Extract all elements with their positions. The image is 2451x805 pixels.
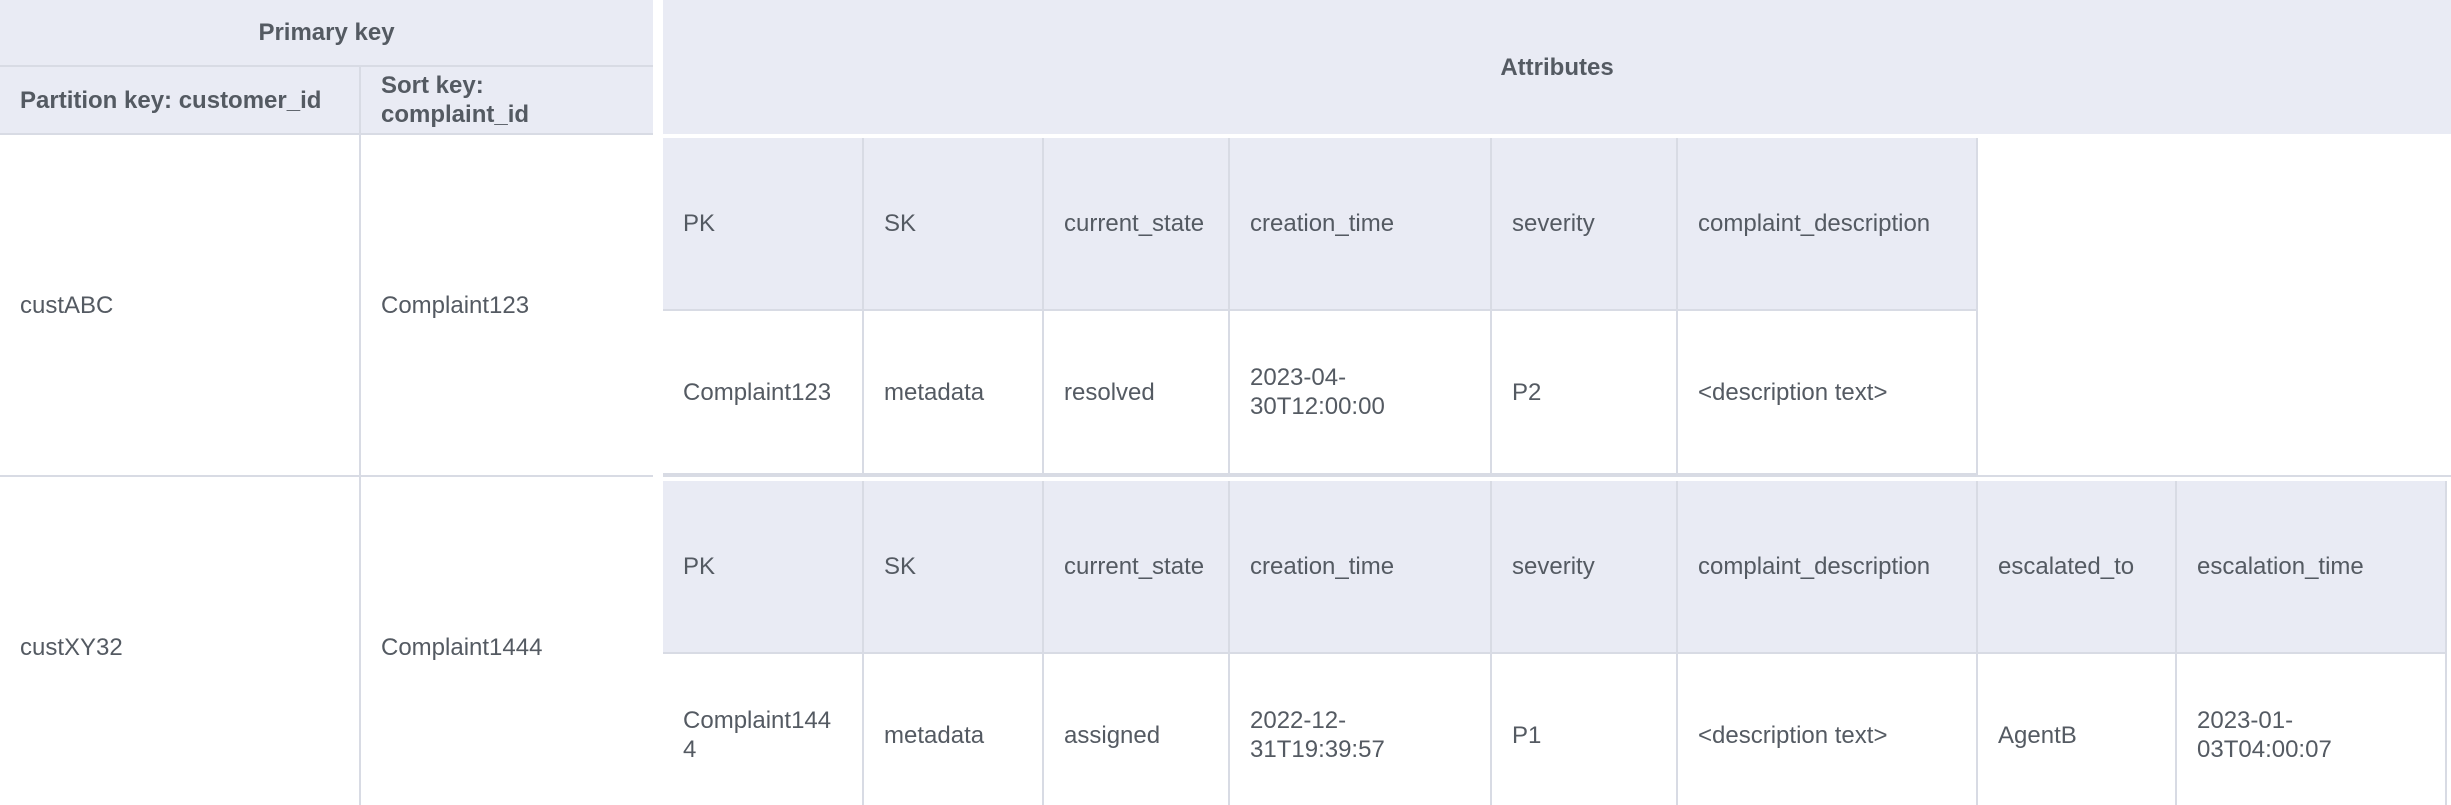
attribute-value-complaint_description: <description text> — [1676, 309, 1979, 475]
sort-key-value: Complaint1444 — [360, 475, 660, 805]
attribute-column-header-PK: PK — [663, 481, 865, 654]
attribute-column-header-escalated_to: escalated_to — [1976, 481, 2178, 654]
attribute-value-complaint_description: <description text> — [1676, 652, 1979, 805]
attribute-column-header-SK: SK — [862, 138, 1045, 311]
attribute-column-header-complaint_description: complaint_description — [1676, 138, 1979, 311]
attribute-value-severity: P2 — [1490, 309, 1679, 475]
attribute-value-SK: metadata — [862, 652, 1045, 805]
attribute-value-creation_time: 2023-04-30T12:00:00 — [1228, 309, 1493, 475]
attribute-value-PK: Complaint1444 — [663, 652, 865, 805]
item-attributes-table: PK SK current_state creation_time severity co… — [663, 481, 2448, 805]
attribute-value-PK: Complaint123 — [663, 309, 865, 475]
attribute-value-escalation_time: 2023-01-03T04:00:07 — [2175, 652, 2448, 805]
primary-key-group-header: Primary key — [0, 0, 659, 67]
item-row: custXY32 Complaint1444 PK SK current_state cr… — [0, 475, 2451, 805]
attribute-header-row: PK SK current_state creation_time severity co… — [663, 138, 1979, 311]
item-attributes-table: PK SK current_state creation_time severity co… — [663, 138, 1979, 475]
attribute-column-header-escalation_time: escalation_time — [2175, 481, 2448, 654]
attribute-value-escalated_to: AgentB — [1976, 652, 2178, 805]
attribute-column-header-severity: severity — [1490, 481, 1679, 654]
partition-key-value: custABC — [0, 133, 361, 476]
attribute-column-header-severity: severity — [1490, 138, 1679, 311]
attribute-value-creation_time: 2022-12-31T19:39:57 — [1228, 652, 1493, 805]
attribute-column-header-creation_time: creation_time — [1228, 138, 1493, 311]
attribute-header-row: PK SK current_state creation_time severity co… — [663, 481, 2448, 654]
attribute-column-header-current_state: current_state — [1042, 481, 1231, 654]
table-body: custABC Complaint123 PK SK current_state crea… — [0, 133, 2451, 805]
table-header: Primary key Attributes Partition key: cu… — [0, 0, 2451, 135]
attribute-value-row: Complaint1444 metadata assigned 2022-12-31T… — [663, 652, 2448, 805]
attribute-column-header-PK: PK — [663, 138, 865, 311]
attributes-group-header: Attributes — [653, 0, 2451, 134]
attributes-cell: PK SK current_state creation_time severity co… — [653, 134, 2451, 476]
attribute-value-current_state: assigned — [1042, 652, 1231, 805]
attribute-value-row: Complaint123 metadata resolved 2023-04-30T1… — [663, 309, 1979, 475]
attribute-value-severity: P1 — [1490, 652, 1679, 805]
attribute-value-current_state: resolved — [1042, 309, 1231, 475]
partition-key-header: Partition key: customer_id — [0, 66, 361, 135]
sort-key-value: Complaint123 — [360, 133, 660, 476]
attribute-column-header-SK: SK — [862, 481, 1045, 654]
header-row-keys: Partition key: customer_id Sort key: com… — [0, 66, 2451, 135]
sort-key-header: Sort key: complaint_id — [360, 66, 659, 135]
attribute-column-header-current_state: current_state — [1042, 138, 1231, 311]
attribute-column-header-complaint_description: complaint_description — [1676, 481, 1979, 654]
partition-key-value: custXY32 — [0, 475, 361, 805]
header-row-group: Primary key Attributes — [0, 0, 2451, 134]
item-row: custABC Complaint123 PK SK current_state crea… — [0, 133, 2451, 476]
attributes-cell: PK SK current_state creation_time severity co… — [653, 475, 2451, 805]
attribute-column-header-creation_time: creation_time — [1228, 481, 1493, 654]
attribute-value-SK: metadata — [862, 309, 1045, 475]
